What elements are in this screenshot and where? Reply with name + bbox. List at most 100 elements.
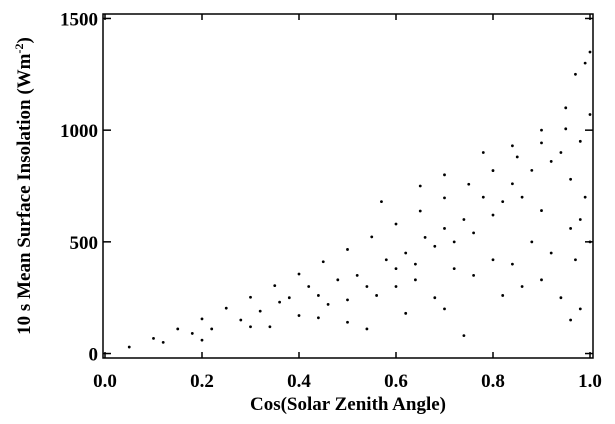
data-point bbox=[578, 218, 582, 221]
data-point bbox=[370, 235, 374, 239]
data-point bbox=[540, 209, 543, 212]
data-point bbox=[578, 139, 582, 143]
data-point bbox=[569, 227, 572, 230]
data-point bbox=[336, 278, 340, 282]
x-tick-label: 0.0 bbox=[93, 371, 117, 392]
x-tick-label: 0.4 bbox=[287, 371, 311, 392]
data-point bbox=[321, 260, 325, 264]
data-point bbox=[317, 294, 320, 297]
plot-frame bbox=[102, 13, 594, 359]
data-point bbox=[200, 338, 204, 342]
data-point bbox=[414, 262, 417, 266]
data-point bbox=[239, 318, 243, 322]
data-point bbox=[346, 248, 349, 251]
data-point bbox=[418, 184, 422, 188]
data-point bbox=[249, 325, 252, 329]
data-point bbox=[501, 200, 505, 204]
data-point bbox=[564, 127, 568, 131]
data-point bbox=[249, 295, 252, 299]
data-point bbox=[355, 273, 359, 277]
data-point bbox=[472, 273, 475, 277]
data-point bbox=[511, 144, 514, 148]
y-label-sup: -2 bbox=[12, 44, 26, 54]
data-point bbox=[278, 300, 281, 304]
data-point bbox=[583, 61, 587, 65]
data-point bbox=[569, 177, 572, 181]
x-tick-label: 0.8 bbox=[481, 371, 505, 392]
x-tick-label: 1.0 bbox=[578, 371, 602, 392]
data-point bbox=[481, 195, 485, 199]
data-point bbox=[491, 258, 495, 262]
data-point bbox=[530, 240, 534, 244]
data-point bbox=[394, 267, 398, 271]
y-tick-label: 500 bbox=[70, 233, 99, 254]
data-point bbox=[462, 218, 466, 221]
data-point bbox=[152, 336, 155, 340]
data-point bbox=[287, 296, 291, 300]
data-point bbox=[404, 251, 408, 255]
data-point bbox=[418, 209, 422, 213]
data-point bbox=[176, 327, 180, 331]
data-point bbox=[559, 296, 563, 300]
data-point bbox=[540, 141, 543, 145]
data-point bbox=[511, 182, 514, 186]
data-point bbox=[224, 306, 228, 310]
data-point bbox=[414, 278, 417, 282]
data-point bbox=[472, 231, 475, 235]
data-point bbox=[346, 298, 349, 302]
data-point bbox=[540, 128, 543, 132]
data-point bbox=[380, 200, 383, 204]
data-point bbox=[297, 314, 301, 317]
y-label-main: 10 s Mean Surface Insolation (Wm bbox=[14, 53, 35, 334]
data-point bbox=[574, 258, 577, 262]
data-point bbox=[268, 325, 272, 329]
x-tick-label: 0.6 bbox=[384, 371, 408, 392]
x-axis-label: Cos(Solar Zenith Angle) bbox=[250, 394, 446, 415]
data-point bbox=[549, 251, 553, 255]
data-point bbox=[467, 182, 471, 186]
data-point bbox=[433, 244, 437, 248]
y-tick-label: 0 bbox=[89, 345, 99, 366]
y-tick-label: 1000 bbox=[60, 121, 98, 142]
y-label-end: ) bbox=[14, 37, 35, 43]
data-point bbox=[588, 240, 592, 244]
data-point bbox=[127, 345, 131, 349]
data-point bbox=[423, 235, 427, 239]
data-point bbox=[491, 169, 495, 172]
data-point bbox=[375, 294, 378, 297]
data-point bbox=[365, 285, 369, 288]
data-point bbox=[452, 240, 456, 244]
data-point bbox=[190, 332, 194, 335]
data-point bbox=[578, 307, 582, 311]
data-point bbox=[297, 272, 301, 276]
data-point bbox=[491, 213, 495, 217]
data-point bbox=[307, 285, 311, 288]
data-point bbox=[481, 151, 485, 154]
data-point bbox=[574, 72, 577, 76]
data-point bbox=[443, 227, 446, 230]
data-point bbox=[564, 106, 568, 110]
data-point bbox=[452, 267, 456, 271]
data-point bbox=[326, 302, 330, 306]
y-axis-label: 10 s Mean Surface Insolation (Wm-2) bbox=[12, 37, 35, 335]
data-point bbox=[588, 113, 592, 116]
data-point bbox=[588, 50, 592, 54]
data-point bbox=[258, 309, 262, 313]
data-point bbox=[317, 316, 320, 320]
data-point bbox=[200, 317, 204, 321]
data-point bbox=[549, 160, 553, 163]
data-point bbox=[433, 296, 437, 300]
data-point bbox=[394, 222, 398, 226]
data-point bbox=[161, 340, 165, 344]
x-tick-label: 0.2 bbox=[190, 371, 214, 392]
data-point bbox=[443, 307, 446, 311]
data-point bbox=[346, 320, 349, 324]
data-point bbox=[501, 294, 505, 297]
data-point bbox=[443, 173, 446, 177]
data-point bbox=[515, 155, 519, 159]
data-point bbox=[394, 285, 398, 288]
data-point bbox=[210, 327, 214, 331]
data-point bbox=[569, 318, 572, 322]
